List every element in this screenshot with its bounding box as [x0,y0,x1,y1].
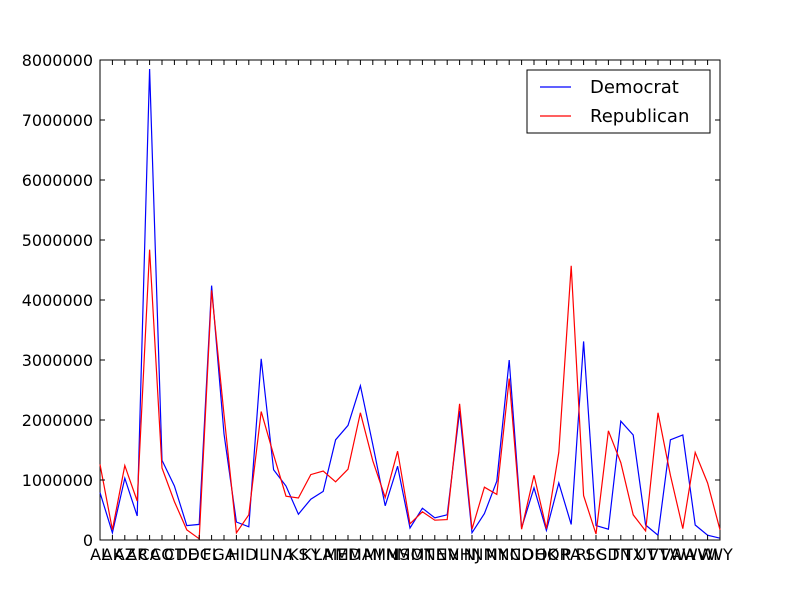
y-tick-label: 0 [83,531,93,550]
x-tick-label: AZ [114,545,136,564]
series-group [99,68,721,540]
x-tick-label: WV [682,545,709,564]
y-tick-label: 8000000 [22,51,93,70]
x-tick-label: NH [448,545,472,564]
x-tick-label: NY [486,545,508,564]
x-tick-label: HI [228,545,245,564]
x-tick-label: OR [547,545,571,564]
x-tick-label: ID [240,545,257,564]
x-tick-label: MD [335,545,361,564]
x-tick-label: MO [397,545,423,564]
x-tick-label: IN [265,545,282,564]
x-tick-label: LA [313,545,333,564]
x-tick-label: MI [364,545,383,564]
x-tick-label: WA [670,545,696,564]
y-tick-label: 3000000 [22,351,93,370]
x-tick-label: MN [372,545,398,564]
x-tick-label: NM [472,545,498,564]
x-tick-label: VT [648,545,669,564]
x-tick-label: SD [597,545,619,564]
x-tick-label: DC [187,545,211,564]
y-axis-ticks: 0 1000000 2000000 3000000 4000000 5000000 6000… [22,51,720,550]
x-tick-label: AL [90,545,110,564]
x-tick-label: AR [126,545,148,564]
x-tick-label: TX [622,545,644,564]
x-tick-label: NC [498,545,521,564]
x-tick-label: OH [522,545,547,564]
x-tick-label: KY [301,545,321,564]
x-tick-label: ME [324,545,348,564]
x-tick-label: RI [576,545,592,564]
y-tick-label: 2000000 [22,411,93,430]
x-tick-label: DE [176,545,198,564]
plot-area: 0 1000000 2000000 3000000 4000000 5000000 6000… [22,51,733,564]
y-tick-label: 6000000 [22,171,93,190]
x-tick-label: NE [424,545,446,564]
x-tick-label: CO [150,545,174,564]
x-tick-label: MA [348,545,373,564]
x-tick-label: ND [509,545,533,564]
x-tick-label: KS [288,545,309,564]
y-tick-label: 1000000 [22,471,93,490]
x-tick-label: NJ [464,545,481,564]
x-axis-ticks: ALAKAZARCACOCTDEDCFLGAHIIDILINIAKSKYLAME… [90,60,733,564]
x-tick-label: IA [278,545,294,564]
x-tick-label: FL [203,545,221,564]
x-tick-label: CA [139,545,161,564]
y-tick-label: 4000000 [22,291,93,310]
x-tick-label: WY [707,545,733,564]
legend: Democrat Republican [526,69,711,134]
x-tick-label: SC [585,545,606,564]
y-tick-label: 7000000 [22,111,93,130]
x-tick-label: UT [635,545,657,564]
x-tick-label: WI [697,545,718,564]
x-tick-label: TN [609,545,632,564]
y-tick-label: 5000000 [22,231,93,250]
x-tick-label: MS [386,545,410,564]
legend-box [526,69,711,134]
x-tick-label: PA [561,545,581,564]
x-tick-label: VA [660,545,681,564]
x-tick-label: AK [102,545,124,564]
legend-label-democrat: Democrat [590,77,679,98]
legend-label-republican: Republican [590,106,689,127]
x-tick-label: GA [212,545,235,564]
x-tick-label: OK [535,545,559,564]
series-line-republican [99,249,721,540]
x-tick-label: CT [164,545,185,564]
x-tick-label: NV [436,545,459,564]
x-tick-label: MT [411,545,435,564]
x-tick-label: IL [254,545,268,564]
